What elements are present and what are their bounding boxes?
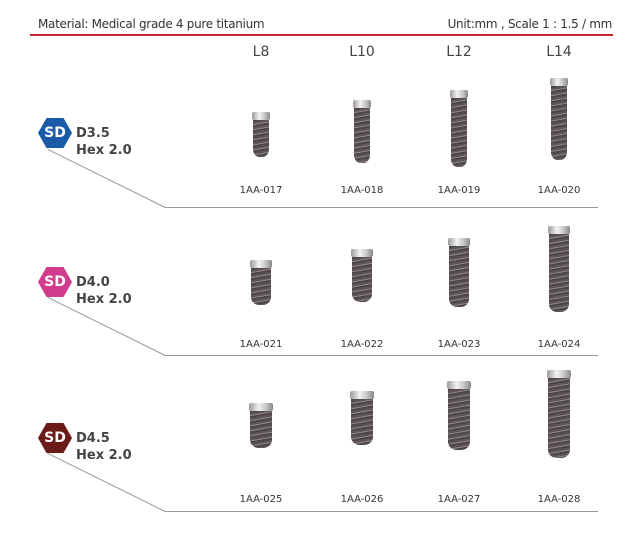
hex-size: Hex 2.0 bbox=[76, 143, 132, 158]
product-code: 1AA-024 bbox=[537, 339, 581, 350]
implant-image bbox=[448, 238, 470, 307]
material-label: Material: Medical grade 4 pure titanium bbox=[38, 17, 265, 31]
product-code: 1AA-023 bbox=[437, 339, 481, 350]
diameter: D3.5 bbox=[76, 126, 110, 141]
sd-badge-d35: SD bbox=[38, 118, 72, 148]
product-code: 1AA-017 bbox=[239, 185, 283, 196]
column-header-l12: L12 bbox=[446, 44, 472, 60]
implant-image bbox=[252, 112, 270, 157]
sd-badge-d45: SD bbox=[38, 423, 72, 453]
sd-badge-d40: SD bbox=[38, 267, 72, 297]
product-code: 1AA-028 bbox=[537, 494, 581, 505]
implant-image bbox=[550, 78, 568, 160]
product-code: 1AA-026 bbox=[340, 494, 384, 505]
unit-scale-label: Unit:mm , Scale 1 : 1.5 / mm bbox=[447, 17, 613, 31]
implant-image bbox=[250, 260, 272, 305]
product-code: 1AA-020 bbox=[537, 185, 581, 196]
product-code: 1AA-018 bbox=[340, 185, 384, 196]
row-divider bbox=[165, 511, 598, 512]
hex-size: Hex 2.0 bbox=[76, 292, 132, 307]
spec-label-d40: D4.0 Hex 2.0 bbox=[76, 274, 132, 308]
hex-size: Hex 2.0 bbox=[76, 448, 132, 463]
diameter: D4.5 bbox=[76, 431, 110, 446]
product-code: 1AA-021 bbox=[239, 339, 283, 350]
implant-image bbox=[350, 391, 374, 445]
column-header-l10: L10 bbox=[349, 44, 375, 60]
implant-image bbox=[547, 370, 571, 458]
spec-label-d35: D3.5 Hex 2.0 bbox=[76, 125, 132, 159]
column-header-l8: L8 bbox=[252, 44, 270, 60]
implant-image bbox=[351, 249, 373, 302]
implant-image bbox=[353, 100, 371, 163]
header-divider bbox=[30, 34, 613, 36]
implant-image bbox=[450, 90, 468, 167]
column-header-l14: L14 bbox=[546, 44, 572, 60]
product-code: 1AA-019 bbox=[437, 185, 481, 196]
implant-image bbox=[447, 381, 471, 450]
product-code: 1AA-027 bbox=[437, 494, 481, 505]
row-divider bbox=[165, 355, 598, 356]
product-code: 1AA-022 bbox=[340, 339, 384, 350]
product-code: 1AA-025 bbox=[239, 494, 283, 505]
diameter: D4.0 bbox=[76, 275, 110, 290]
implant-image bbox=[249, 403, 273, 448]
row-divider bbox=[165, 207, 598, 208]
spec-label-d45: D4.5 Hex 2.0 bbox=[76, 430, 132, 464]
implant-image bbox=[548, 226, 570, 312]
